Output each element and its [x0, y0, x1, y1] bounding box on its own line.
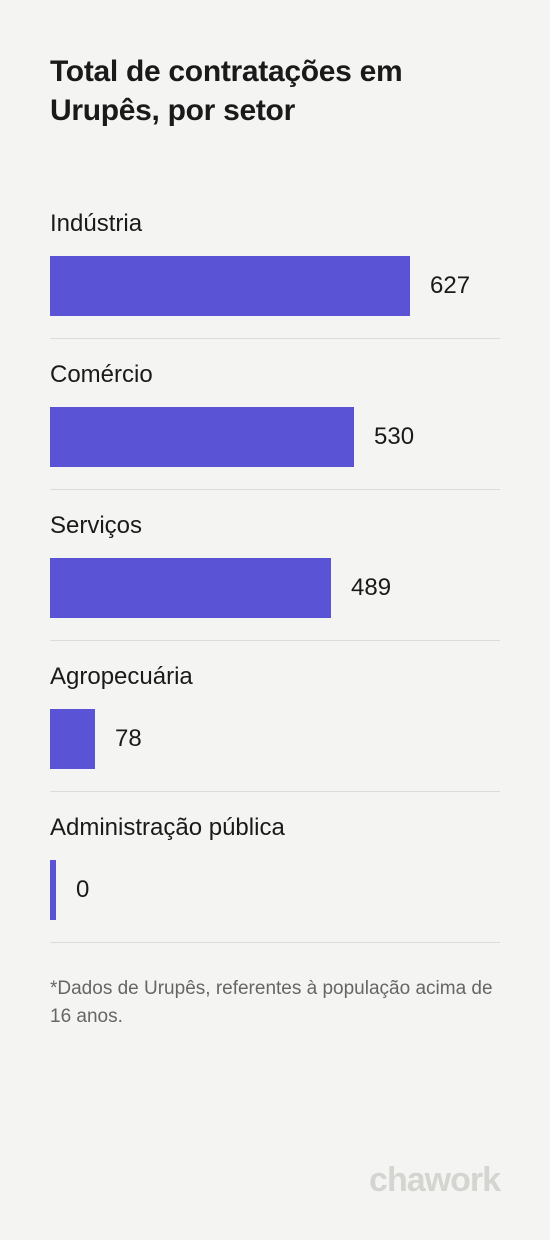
- bar-wrap: 78: [50, 709, 500, 769]
- bar: [50, 860, 56, 920]
- bar-wrap: 530: [50, 407, 500, 467]
- bar-value: 530: [374, 423, 414, 451]
- bar-chart: Indústria 627 Comércio 530 Serviços 489 …: [50, 210, 500, 965]
- bar-value: 0: [76, 876, 89, 904]
- bar-label: Agropecuária: [50, 663, 500, 691]
- bar-wrap: 627: [50, 256, 500, 316]
- chart-footnote: *Dados de Urupês, referentes à população…: [50, 975, 500, 1030]
- bar: [50, 709, 95, 769]
- bar-wrap: 489: [50, 558, 500, 618]
- bar-label: Administração pública: [50, 814, 500, 842]
- chart-title: Total de contratações em Urupês, por set…: [50, 52, 500, 130]
- bar-value: 627: [430, 272, 470, 300]
- bar-wrap: 0: [50, 860, 500, 920]
- bar-value: 489: [351, 574, 391, 602]
- bar-row: Serviços 489: [50, 512, 500, 641]
- bar-row: Administração pública 0: [50, 814, 500, 943]
- bar-label: Indústria: [50, 210, 500, 238]
- bar: [50, 256, 410, 316]
- bar-label: Serviços: [50, 512, 500, 540]
- bar-row: Comércio 530: [50, 361, 500, 490]
- bar-row: Indústria 627: [50, 210, 500, 339]
- bar: [50, 558, 331, 618]
- bar-label: Comércio: [50, 361, 500, 389]
- brand-logo: chawork: [369, 1161, 500, 1200]
- bar-row: Agropecuária 78: [50, 663, 500, 792]
- bar: [50, 407, 354, 467]
- bar-value: 78: [115, 725, 142, 753]
